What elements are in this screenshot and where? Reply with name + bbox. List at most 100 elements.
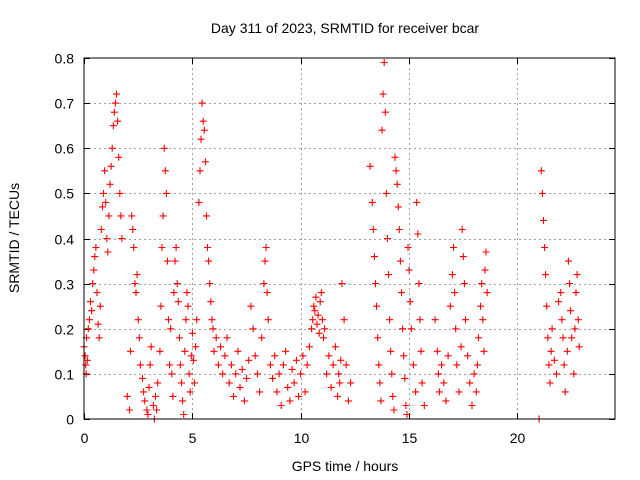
data-point <box>378 126 386 134</box>
data-point <box>366 162 374 170</box>
data-point <box>113 90 120 98</box>
data-point <box>395 226 403 233</box>
data-point <box>389 392 397 400</box>
data-point <box>115 153 123 161</box>
data-point <box>178 379 185 387</box>
y-tick-label: 0 <box>66 412 74 428</box>
data-point <box>243 374 251 382</box>
data-point <box>340 316 348 324</box>
data-point <box>388 370 396 378</box>
data-point <box>566 280 573 288</box>
data-point <box>374 334 382 342</box>
data-point <box>127 347 135 355</box>
data-point <box>335 370 343 378</box>
data-point <box>370 253 378 261</box>
data-point <box>130 244 138 251</box>
data-point <box>417 347 425 355</box>
data-point <box>271 352 279 360</box>
data-point <box>209 325 217 333</box>
data-point <box>169 392 177 400</box>
data-point <box>567 307 575 315</box>
data-point <box>97 226 105 233</box>
data-point <box>284 383 292 391</box>
y-tick-label: 0.4 <box>55 232 75 248</box>
data-point <box>117 212 125 220</box>
data-point <box>104 248 112 256</box>
data-point <box>204 244 211 251</box>
data-point <box>179 397 187 405</box>
data-point <box>100 189 107 197</box>
data-point <box>143 406 151 414</box>
data-point <box>479 316 487 324</box>
data-point <box>401 374 409 382</box>
data-point <box>94 320 102 328</box>
data-point <box>435 388 443 396</box>
data-point <box>144 411 152 418</box>
data-point <box>103 235 111 242</box>
y-tick-label: 0.8 <box>55 51 75 67</box>
data-point <box>197 135 205 143</box>
data-point <box>305 343 313 351</box>
data-point <box>176 361 184 369</box>
data-point <box>564 257 572 265</box>
data-point <box>413 198 421 206</box>
data-point <box>396 257 404 265</box>
data-point <box>153 406 161 414</box>
data-point <box>299 352 307 360</box>
data-point <box>475 334 482 342</box>
data-point <box>379 90 387 98</box>
data-point <box>541 244 549 251</box>
data-point <box>292 356 300 364</box>
plot-frame <box>83 57 616 420</box>
data-point <box>188 329 196 337</box>
data-point <box>459 253 467 261</box>
data-point <box>558 316 566 324</box>
data-point <box>320 334 327 342</box>
data-point <box>174 298 182 306</box>
data-point <box>315 329 323 337</box>
x-tick-label: 5 <box>189 430 197 446</box>
data-point <box>394 203 402 211</box>
data-point <box>90 266 98 274</box>
data-point <box>180 411 188 418</box>
data-point <box>327 383 335 391</box>
data-point <box>105 212 113 220</box>
data-point <box>462 316 469 324</box>
data-point <box>186 388 194 396</box>
data-point <box>570 370 578 378</box>
data-point <box>238 365 246 373</box>
data-point <box>223 334 231 342</box>
grid <box>84 58 615 419</box>
data-point <box>207 298 215 306</box>
data-point <box>114 117 122 125</box>
data-point <box>336 379 344 387</box>
data-point <box>387 347 395 355</box>
data-point <box>110 108 118 116</box>
data-point <box>344 397 352 405</box>
data-point <box>205 257 213 265</box>
data-point <box>107 162 115 170</box>
data-point <box>111 99 119 107</box>
data-point <box>206 280 214 288</box>
data-point <box>412 388 420 396</box>
data-point <box>316 298 324 306</box>
data-point <box>192 343 200 351</box>
data-point <box>540 217 547 224</box>
data-point <box>325 352 333 360</box>
data-point <box>140 388 148 396</box>
data-point <box>161 167 169 175</box>
data-point <box>473 361 481 369</box>
data-point <box>159 212 167 220</box>
data-point <box>548 325 556 333</box>
data-point <box>382 189 390 197</box>
data-point <box>149 402 157 409</box>
data-point <box>166 361 174 369</box>
data-point <box>146 361 154 369</box>
data-point <box>145 383 153 391</box>
data-point <box>313 320 321 328</box>
data-point <box>208 316 216 324</box>
data-point <box>376 379 384 387</box>
data-point <box>309 316 317 324</box>
data-point <box>317 289 325 297</box>
x-axis-label: GPS time / hours <box>292 458 399 474</box>
